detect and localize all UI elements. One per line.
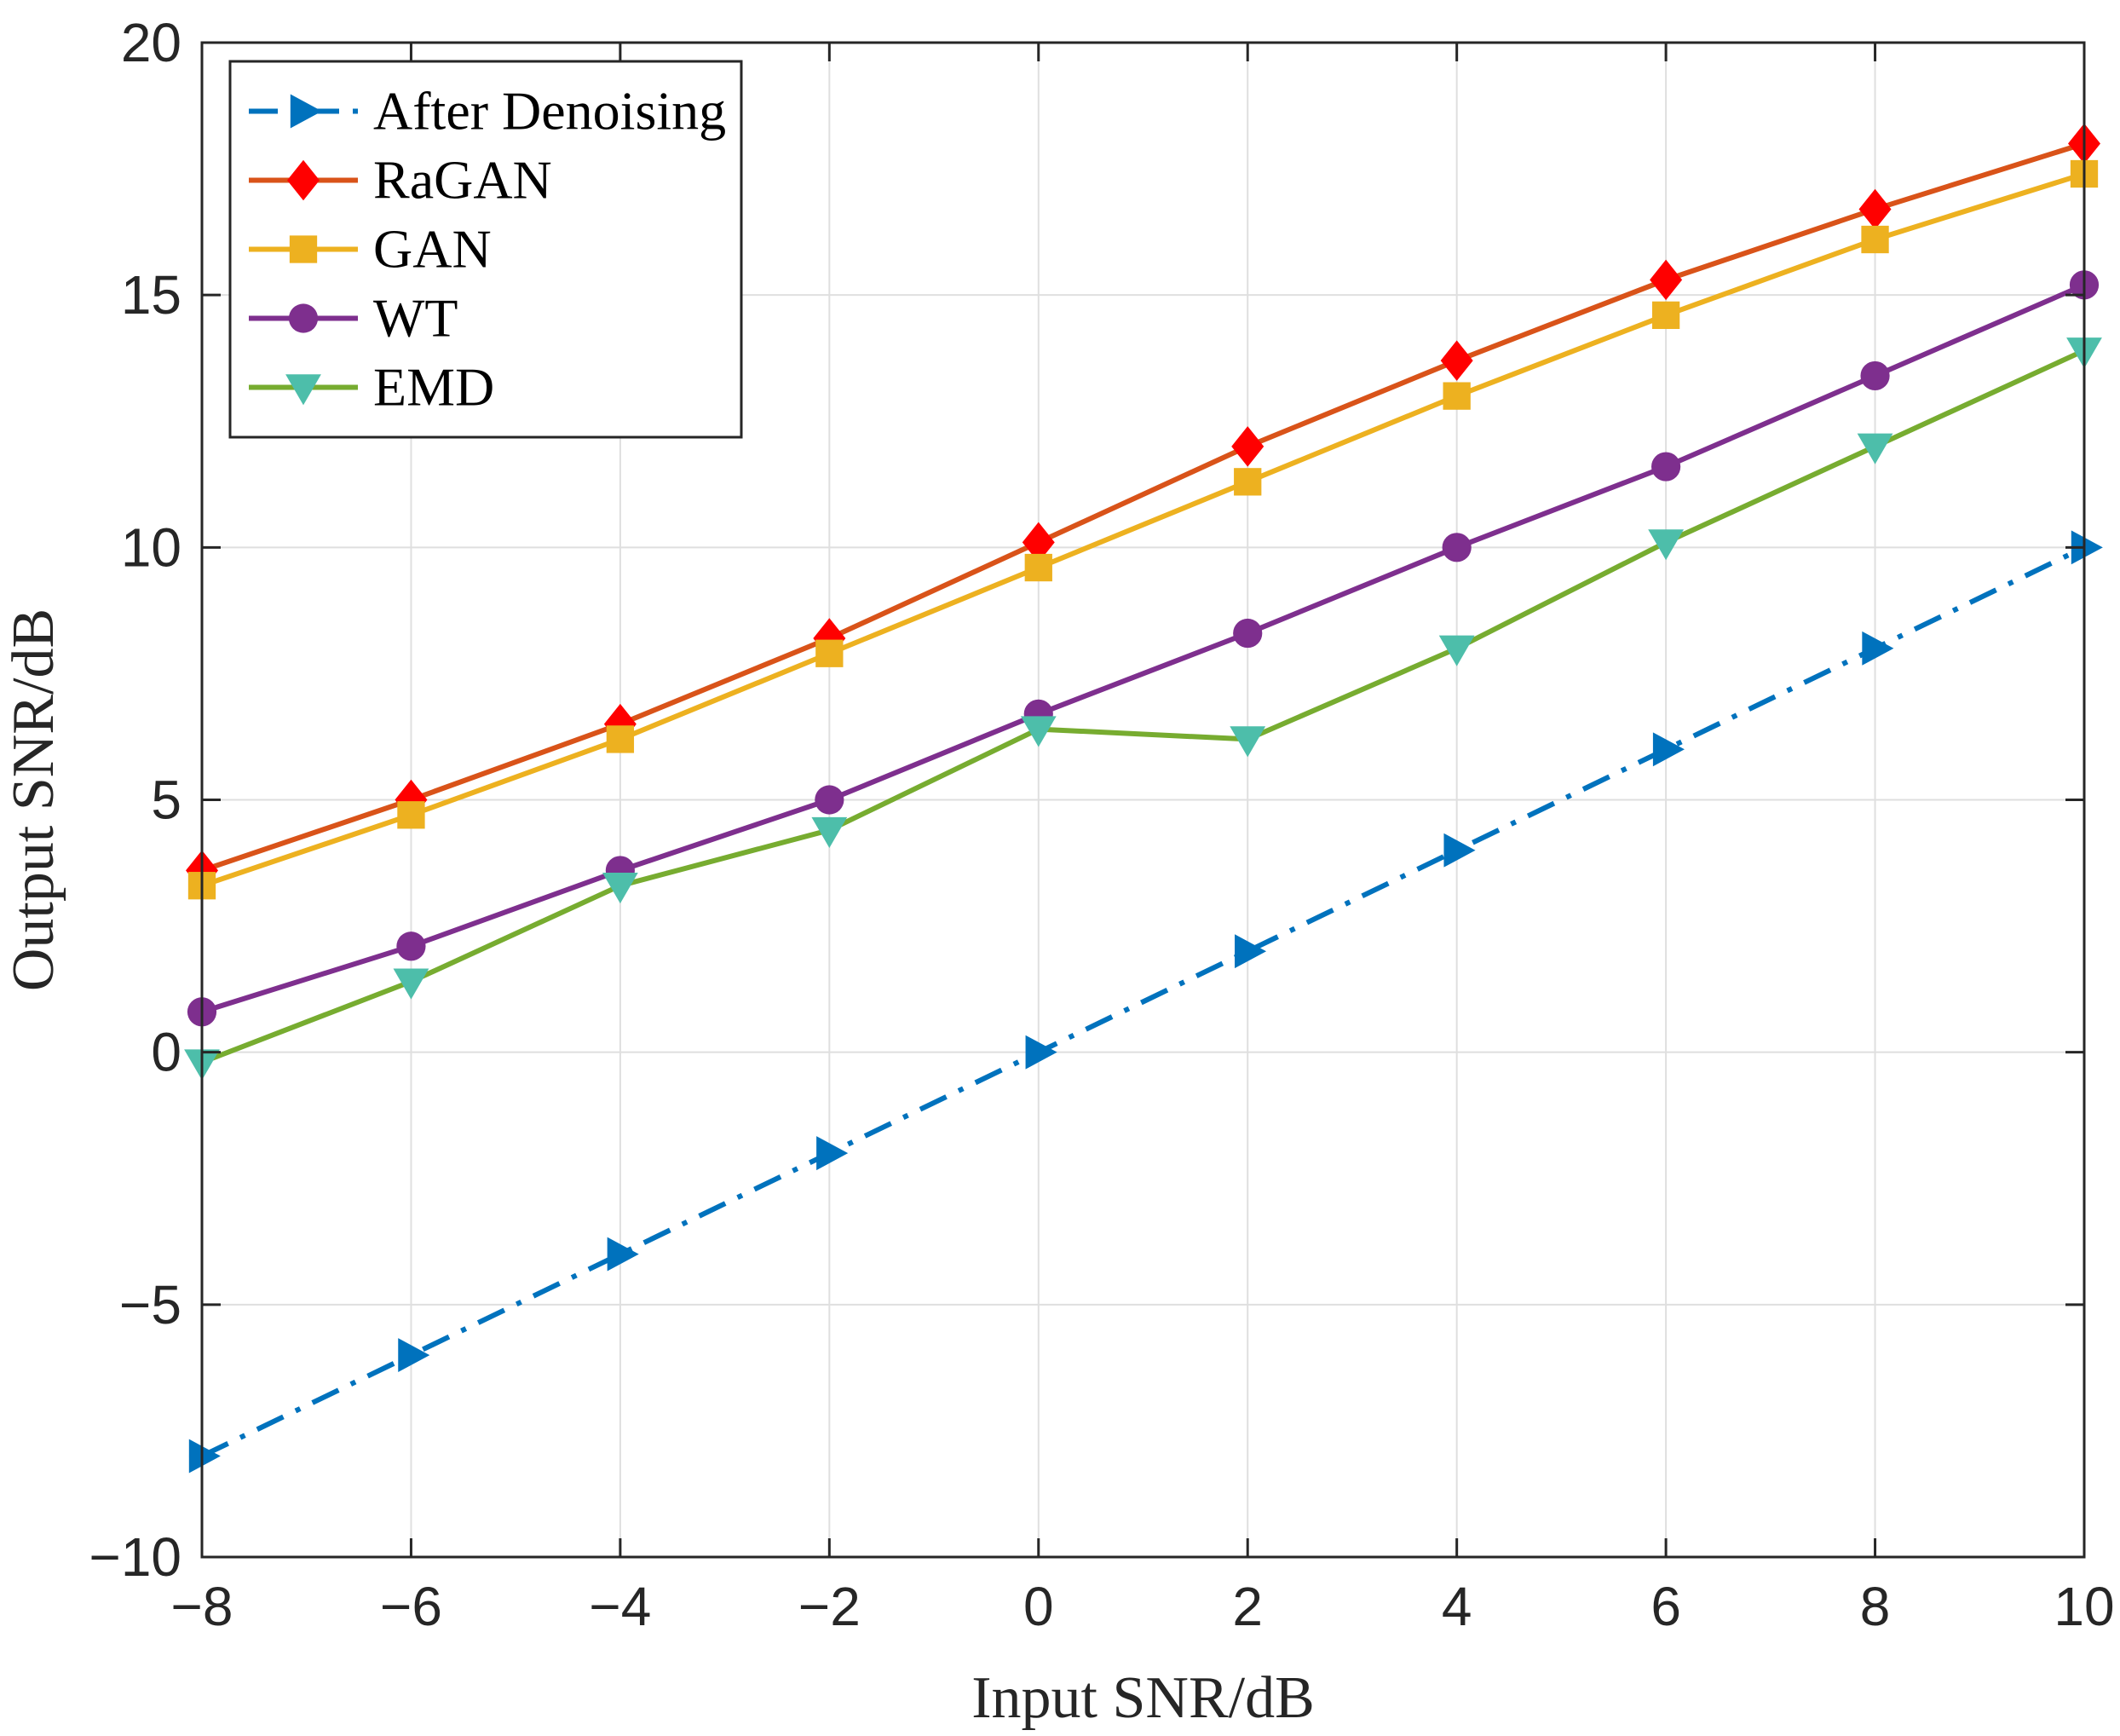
data-point bbox=[602, 872, 638, 904]
data-point bbox=[1235, 934, 1267, 969]
legend-label: WT bbox=[373, 288, 458, 349]
series-line bbox=[200, 348, 2086, 1065]
data-point bbox=[398, 1338, 430, 1373]
data-point bbox=[607, 1237, 639, 1272]
legend-marker bbox=[288, 303, 319, 333]
legend-marker bbox=[287, 159, 320, 201]
data-point bbox=[1020, 716, 1057, 747]
legend-entry: EMD bbox=[249, 357, 494, 418]
y-tick-label: 10 bbox=[121, 516, 181, 578]
series-layer bbox=[184, 123, 2103, 1474]
data-point bbox=[188, 1439, 221, 1474]
x-axis-title: Input SNR/dB bbox=[971, 1665, 1315, 1731]
legend-entry: After Denoising bbox=[249, 81, 726, 141]
y-tick-label: −10 bbox=[89, 1526, 181, 1588]
series-after-denoising bbox=[188, 530, 2103, 1474]
data-point bbox=[1862, 631, 1894, 666]
x-tick-label: 2 bbox=[1232, 1576, 1263, 1637]
series-line bbox=[201, 141, 2085, 874]
data-point bbox=[1442, 533, 1472, 562]
data-point bbox=[1860, 360, 1890, 391]
data-point bbox=[816, 1136, 849, 1171]
x-tick-label: 8 bbox=[1860, 1576, 1891, 1637]
legend-marker bbox=[289, 235, 318, 263]
data-point bbox=[1025, 1035, 1057, 1070]
legend-label: EMD bbox=[373, 357, 494, 418]
series-wt bbox=[187, 270, 2100, 1027]
legend-label: GAN bbox=[373, 219, 492, 280]
data-point bbox=[815, 639, 844, 667]
data-point bbox=[397, 801, 425, 829]
data-point bbox=[1022, 522, 1055, 563]
data-point bbox=[1857, 433, 1893, 464]
x-tick-label: −6 bbox=[380, 1576, 442, 1637]
legend: After Denoising RaGAN GAN WT EMD bbox=[228, 60, 743, 439]
data-point bbox=[1234, 468, 1262, 496]
data-point bbox=[1861, 225, 1889, 254]
series-line bbox=[201, 171, 2085, 889]
data-point bbox=[606, 725, 635, 753]
y-tick-label: −5 bbox=[119, 1274, 181, 1335]
series-line bbox=[200, 545, 2086, 1459]
legend-entry: GAN bbox=[249, 219, 492, 280]
data-point bbox=[1231, 426, 1265, 467]
data-point bbox=[2071, 530, 2103, 565]
x-tick-label: 10 bbox=[2054, 1576, 2114, 1637]
legend-entry: WT bbox=[249, 288, 458, 349]
y-tick-label: 15 bbox=[121, 264, 181, 326]
data-point bbox=[1024, 553, 1052, 582]
data-point bbox=[396, 931, 426, 961]
data-point bbox=[815, 785, 844, 815]
legend-marker bbox=[290, 94, 322, 129]
legend-entry: RaGAN bbox=[249, 150, 552, 211]
x-tick-label: −4 bbox=[589, 1576, 651, 1637]
data-point bbox=[1443, 833, 1476, 868]
data-point bbox=[1650, 259, 1683, 301]
y-tick-label: 20 bbox=[121, 12, 181, 73]
legend-label: After Denoising bbox=[373, 81, 726, 141]
data-point bbox=[811, 816, 848, 848]
y-axis-title: Output SNR/dB bbox=[1, 608, 66, 991]
legend-marker bbox=[285, 374, 321, 406]
data-point bbox=[1443, 382, 1471, 410]
x-tick-label: −2 bbox=[798, 1576, 861, 1637]
data-point bbox=[1651, 301, 1680, 330]
data-point bbox=[1438, 635, 1475, 666]
data-point bbox=[1440, 340, 1473, 381]
series-line bbox=[201, 282, 2086, 1015]
y-tick-label: 0 bbox=[151, 1022, 181, 1083]
x-tick-label: 6 bbox=[1650, 1576, 1681, 1637]
legend-label: RaGAN bbox=[373, 150, 552, 211]
data-point bbox=[1648, 529, 1685, 561]
data-point bbox=[1858, 188, 1892, 230]
x-tick-label: 0 bbox=[1023, 1576, 1054, 1637]
data-point bbox=[393, 968, 429, 1000]
data-point bbox=[1652, 732, 1685, 767]
data-point bbox=[1230, 726, 1266, 758]
data-point bbox=[1233, 618, 1263, 649]
x-tick-label: 4 bbox=[1442, 1576, 1472, 1637]
data-point bbox=[1651, 452, 1681, 482]
y-tick-label: 5 bbox=[151, 770, 181, 831]
axis-ticks: −8 −6 −4 −2 0 2 4 6 8 10 −10 −5 0 5 10 15 20 bbox=[89, 12, 2114, 1637]
x-tick-label: −8 bbox=[171, 1576, 233, 1637]
